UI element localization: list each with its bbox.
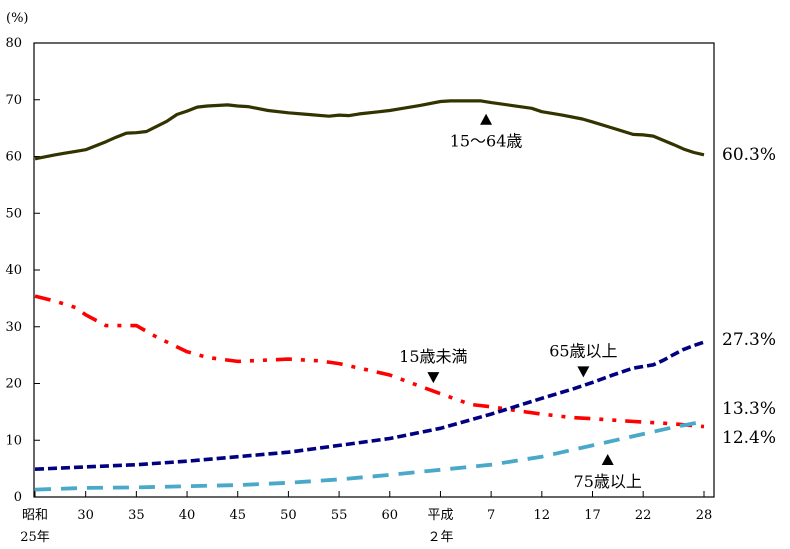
x-tick-label: 60: [381, 508, 398, 523]
x-tick-label: 平成: [427, 508, 453, 523]
end-value-label: 12.4%: [722, 428, 776, 448]
chart-annotations: 15～64歳 15歳未満 65歳以上 75歳以上: [399, 113, 642, 491]
annotation-label: 15～64歳: [450, 132, 523, 151]
x-tick-label-line2: 25年: [20, 530, 50, 545]
x-tick-label: 30: [77, 508, 94, 523]
x-tick-label: 40: [179, 508, 196, 523]
y-unit-label: (%): [6, 11, 29, 26]
chart-axes: 0 10 20 30 40 50 60 70 80 (%) 昭和 25年 30 35 40 45 50 55 60 平…: [5, 11, 715, 545]
annotation-arrow: [601, 453, 614, 465]
y-tick-label: 70: [5, 93, 22, 108]
x-tick-label: 55: [331, 508, 348, 523]
end-value-label: 13.3%: [722, 399, 776, 419]
annotation-label: 15歳未満: [399, 347, 467, 366]
x-tick-label: 50: [280, 508, 297, 523]
x-tick-label: 22: [635, 508, 652, 523]
annotation-label: 75歳以上: [574, 472, 642, 491]
x-tick-label: 昭和: [22, 508, 48, 523]
x-tick-label: 35: [128, 508, 145, 523]
x-tick-label: 17: [584, 508, 601, 523]
x-tick-label-line2: ２年: [427, 530, 453, 545]
x-tick-label: 12: [534, 508, 551, 523]
y-tick-label: 50: [5, 206, 22, 221]
x-tick-label: 45: [229, 508, 246, 523]
y-tick-label: 30: [5, 320, 22, 335]
series-line-0: [34, 99, 705, 161]
chart-series: 60.3% 12.4% 27.3% 13.3%: [34, 99, 776, 492]
y-tick-label: 20: [5, 377, 22, 392]
end-value-label: 60.3%: [722, 145, 776, 165]
x-tick-label: 7: [487, 508, 495, 523]
y-tick-label: 40: [5, 263, 22, 278]
x-tick-label: 28: [696, 508, 713, 523]
series-line-1: [34, 294, 705, 429]
series-line-2: [34, 340, 705, 471]
y-tick-label: 10: [5, 433, 22, 448]
annotation-arrow: [427, 372, 440, 384]
y-tick-label: 80: [5, 36, 22, 51]
y-tick-label: 0: [14, 490, 22, 505]
annotation-arrow: [480, 113, 493, 125]
y-tick-label: 60: [5, 150, 22, 165]
series-line-3: [34, 419, 705, 492]
annotation-label: 65歳以上: [549, 341, 617, 360]
end-value-label: 27.3%: [722, 330, 776, 350]
annotation-arrow: [577, 366, 590, 378]
